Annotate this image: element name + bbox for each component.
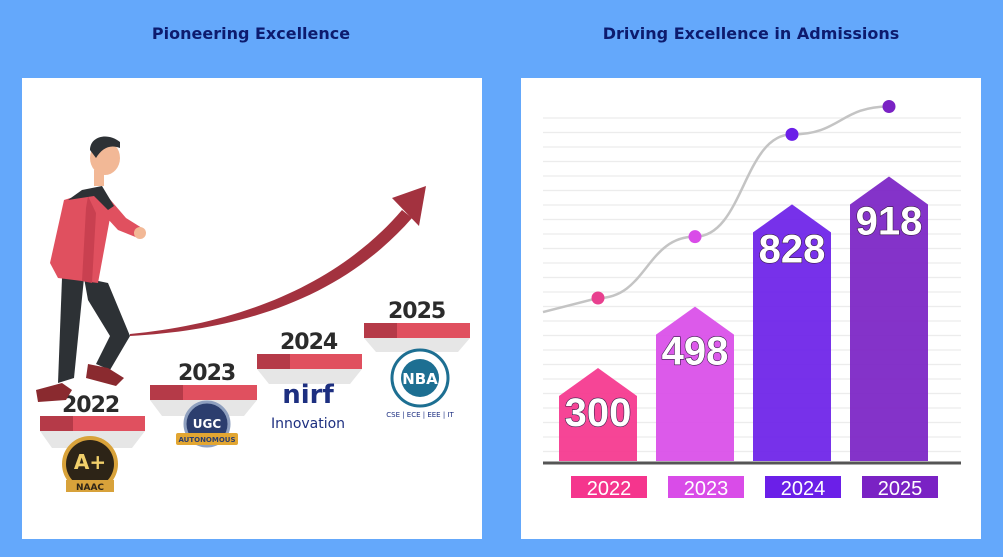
trend-point — [688, 230, 702, 244]
step-year-label: 2025 — [388, 299, 445, 324]
nirf-innovation-badge: nirf Innovation — [271, 380, 345, 432]
year-label-text: 2023 — [684, 478, 729, 500]
trend-point — [882, 100, 896, 114]
year-labels: 2022 2023 2024 2025 — [571, 476, 938, 500]
step-year-label: 2022 — [62, 393, 119, 418]
bar-2023: 498 — [656, 306, 734, 461]
bar-shape — [656, 306, 734, 461]
year-label-text: 2024 — [781, 478, 826, 500]
naac-grade-text: A+ — [74, 450, 106, 474]
year-label-2022: 2022 — [571, 476, 647, 500]
nirf-innovation-label: Innovation — [271, 416, 345, 432]
left-panel-title: Pioneering Excellence — [151, 24, 351, 43]
naac-label: NAAC — [76, 483, 104, 493]
bar-value-label: 918 — [856, 200, 923, 244]
step-2022: 2022 — [40, 393, 145, 448]
step-year-label: 2024 — [280, 330, 338, 355]
bar-value-label: 300 — [565, 391, 632, 435]
ugc-autonomous-label: AUTONOMOUS — [178, 436, 235, 444]
ugc-text: UGC — [193, 417, 222, 431]
naac-badge: A+ NAAC — [62, 436, 118, 493]
trend-line — [542, 105, 890, 314]
year-label-2024: 2024 — [765, 476, 841, 500]
step-2024: 2024 — [257, 330, 362, 384]
bar-2024: 828 — [753, 204, 831, 461]
ugc-autonomous-badge: UGC AUTONOMOUS — [176, 400, 238, 448]
bar-2022: 300 — [559, 368, 637, 461]
trend-point — [785, 127, 799, 141]
year-label-bg — [571, 476, 647, 498]
nba-programs-label: CSE | ECE | EEE | IT — [386, 411, 454, 419]
year-label-2023: 2023 — [668, 476, 744, 500]
growth-arrow-head — [392, 186, 426, 226]
staircase-illustration: 2022 2023 2024 2025 — [36, 136, 470, 493]
bar-2025: 918 — [850, 176, 928, 461]
chart-bars: 300 498 828 918 — [559, 176, 928, 461]
nirf-logo-text: nirf — [282, 380, 334, 410]
trend-point — [591, 291, 605, 305]
year-label-text: 2022 — [587, 478, 632, 500]
nba-logo-text: NBA — [402, 370, 438, 388]
bar-value-label: 828 — [759, 227, 826, 271]
right-panel-title: Driving Excellence in Admissions — [602, 24, 900, 43]
year-label-2025: 2025 — [862, 476, 938, 500]
bar-shape — [753, 204, 831, 461]
bar-value-label: 498 — [662, 330, 729, 374]
year-label-bg — [862, 476, 938, 498]
climbing-man-illustration — [36, 136, 146, 402]
step-year-label: 2023 — [178, 361, 235, 386]
trend-points — [591, 100, 896, 305]
growth-arrow — [130, 210, 412, 336]
year-label-text: 2025 — [878, 478, 923, 500]
admissions-bar-chart: 300 498 828 918 2022 2023 2024 2025 — [542, 100, 961, 500]
bar-shape — [850, 176, 928, 461]
nba-accreditation-badge: NBA CSE | ECE | EEE | IT — [386, 348, 454, 419]
excellence-infographic: 2022 2023 2024 2025 — [22, 78, 482, 539]
step-2025: 2025 — [364, 299, 470, 352]
year-label-bg — [668, 476, 744, 498]
admissions-chart: 300 498 828 918 2022 2023 2024 2025 — [521, 78, 981, 539]
bar-shape — [559, 368, 637, 461]
year-label-bg — [765, 476, 841, 498]
